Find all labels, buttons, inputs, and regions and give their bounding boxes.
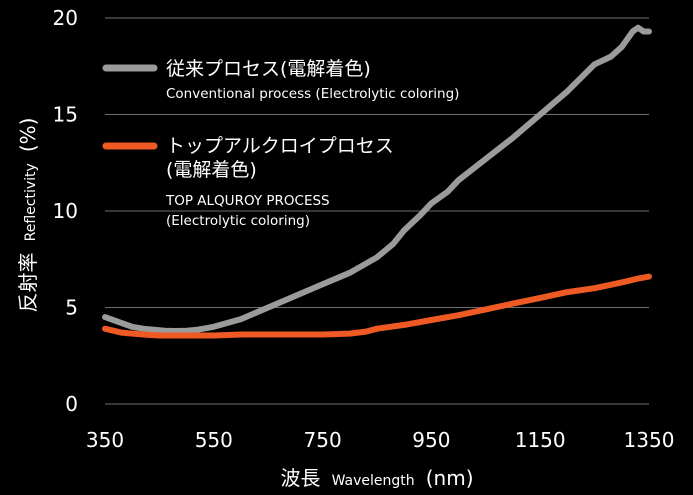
series-line-top-alquroy [102,273,652,339]
legend-sublabel-conventional: Conventional process (Electrolytic color… [166,86,459,102]
x-tick-label: 1350 [624,428,675,452]
series-lines [102,24,652,339]
y-tick-label: 15 [53,103,78,127]
x-tick-labels: 350 550 750 950 1150 1350 [86,428,675,452]
series-line-conventional [102,24,652,334]
x-axis-title-unit: (nm) [426,466,474,490]
legend-label-top-alquroy: トップアルクロイプロセス [166,135,394,157]
x-axis-title-sub: Wavelength [332,473,415,489]
y-tick-label: 20 [53,6,78,30]
x-tick-label: 1150 [515,428,566,452]
y-axis-title: 反射率 Reflectivity (%) [16,118,40,313]
y-axis-title-main: 反射率 [16,252,40,312]
legend-sublabel-top-alquroy-line2: (Electrolytic coloring) [166,213,310,229]
y-tick-label: 10 [53,199,78,223]
x-tick-label: 350 [86,428,124,452]
x-tick-label: 950 [412,428,450,452]
y-tick-label: 5 [65,296,78,320]
y-tick-label: 0 [65,392,78,416]
y-tick-labels: 0 5 10 15 20 [53,6,78,416]
legend-label-top-alquroy-line2: (電解着色) [166,159,257,181]
legend: 従来プロセス(電解着色) Conventional process (Elect… [102,58,459,229]
y-axis-title-unit: (%) [16,118,40,153]
legend-item-conventional: 従来プロセス(電解着色) Conventional process (Elect… [102,58,459,102]
x-axis-title: 波長 Wavelength (nm) [280,466,473,490]
legend-sublabel-top-alquroy: TOP ALQUROY PROCESS [165,193,330,209]
grid-lines [105,17,649,405]
x-tick-label: 750 [304,428,342,452]
x-axis-title-main: 波長 [280,466,320,490]
legend-item-top-alquroy: トップアルクロイプロセス (電解着色) TOP ALQUROY PROCESS … [102,135,394,229]
x-tick-label: 550 [195,428,233,452]
legend-label-conventional: 従来プロセス(電解着色) [166,58,371,80]
y-axis-title-sub: Reflectivity [23,163,39,241]
